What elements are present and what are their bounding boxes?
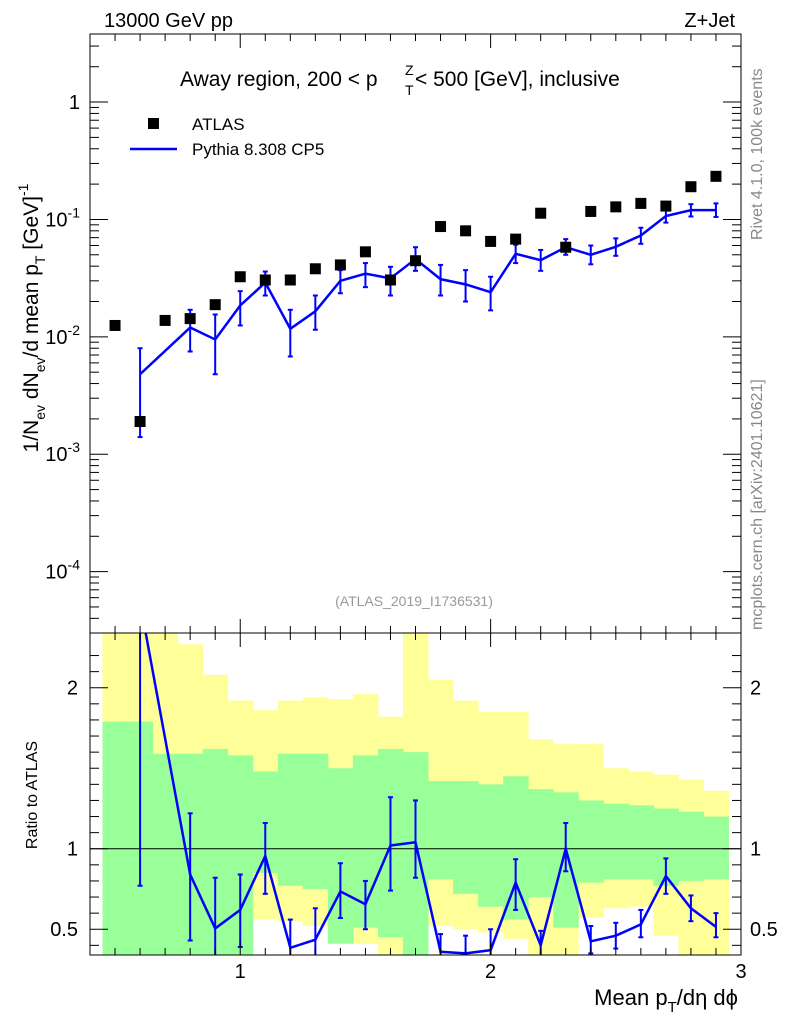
ratio-panel: 1 2 3 2 2 1 1 0.5 0.5 Ratio to ATLAS Mean pT/dη dϕ <box>24 632 778 1016</box>
main-title-rest: < 500 [GeV], inclusive <box>415 68 620 91</box>
green-band-bin <box>277 753 304 886</box>
main-frame <box>89 33 742 634</box>
atlas-data-point <box>134 416 146 428</box>
atlas-data-point <box>685 181 697 193</box>
ratio-y-tick-label: 1 <box>67 839 78 861</box>
green-band-bin <box>578 800 604 883</box>
atlas-data-point <box>660 200 672 212</box>
ratio-y-tick-label-right: 0.5 <box>750 919 778 941</box>
green-band-bin <box>102 721 129 955</box>
green-band-bin <box>428 781 454 880</box>
pythia-series-line <box>139 208 716 376</box>
mcplots-label: mcplots.cern.ch [arXiv:2401.10621] <box>749 379 766 630</box>
legend-atlas-label: ATLAS <box>192 115 245 134</box>
atlas-data-point <box>460 225 472 237</box>
main-panel: 1 10-1 10-2 10-3 10-4 1/Nev dNev/d mean pT [G… <box>15 33 742 634</box>
green-band-bin <box>703 816 729 880</box>
atlas-data-point <box>234 271 246 283</box>
ratio-y-tick-label: 0.5 <box>50 919 78 941</box>
atlas-data-point <box>535 207 547 219</box>
atlas-data-point <box>309 263 321 275</box>
atlas-data-point <box>259 274 271 286</box>
main-y-tick-label: 10-4 <box>45 557 80 584</box>
header-right: Z+Jet <box>684 10 735 32</box>
ratio-x-tick-label: 2 <box>485 961 496 983</box>
atlas-data-point <box>109 319 121 331</box>
atlas-data-point <box>610 201 622 213</box>
ratio-y-tick-label-right: 2 <box>750 678 761 700</box>
main-title-sub: T <box>405 82 414 98</box>
atlas-data-point <box>384 274 396 286</box>
atlas-data-point <box>284 274 296 286</box>
atlas-data-point <box>359 246 371 258</box>
atlas-data-point <box>485 235 497 247</box>
ratio-y-tick-label: 2 <box>67 678 78 700</box>
atlas-data-point <box>184 313 196 325</box>
main-y-tick-label: 10-1 <box>45 204 80 231</box>
rivet-label: Rivet 4.1.0, 100k events <box>749 68 766 240</box>
legend-pythia-label: Pythia 8.308 CP5 <box>192 140 324 159</box>
green-band-bin <box>678 811 704 881</box>
atlas-data-point <box>635 197 647 209</box>
atlas-data-point <box>510 233 522 245</box>
atlas-data-point <box>209 299 221 311</box>
legend-atlas-marker <box>148 118 159 129</box>
atlas-data-point <box>560 241 572 253</box>
ratio-y-axis-label: Ratio to ATLAS <box>24 741 41 849</box>
main-title-sup: Z <box>405 62 414 78</box>
main-title: Away region, 200 < p <box>180 68 378 91</box>
green-band-bin <box>302 753 329 889</box>
ratio-x-tick-label: 1 <box>235 961 246 983</box>
green-band-bin <box>478 784 504 907</box>
atlas-data-point <box>334 259 346 271</box>
green-band-bin <box>628 805 654 880</box>
atlas-data-point <box>435 221 447 233</box>
main-y-tick-label: 10-2 <box>45 322 80 349</box>
main-y-tick-label: 1 <box>69 92 80 114</box>
green-band-bin <box>453 781 479 894</box>
watermark-label: (ATLAS_2019_I1736531) <box>335 593 493 609</box>
atlas-data-point <box>710 170 722 182</box>
green-band-bin <box>603 803 629 880</box>
atlas-data-point <box>585 205 597 217</box>
main-y-axis-label: 1/Nev dNev/d mean pT [GeV]-1 <box>15 183 48 452</box>
main-y-tick-label: 10-3 <box>45 439 80 466</box>
atlas-data-point <box>159 314 171 326</box>
atlas-data-point <box>410 255 421 267</box>
ratio-y-tick-label-right: 1 <box>750 839 761 861</box>
x-axis-label: Mean pT/dη dϕ <box>594 985 738 1016</box>
ratio-x-tick-label: 3 <box>735 961 746 983</box>
ratio-plot-area <box>90 633 741 955</box>
green-band-bin <box>528 789 554 898</box>
header-left: 13000 GeV pp <box>104 10 233 32</box>
